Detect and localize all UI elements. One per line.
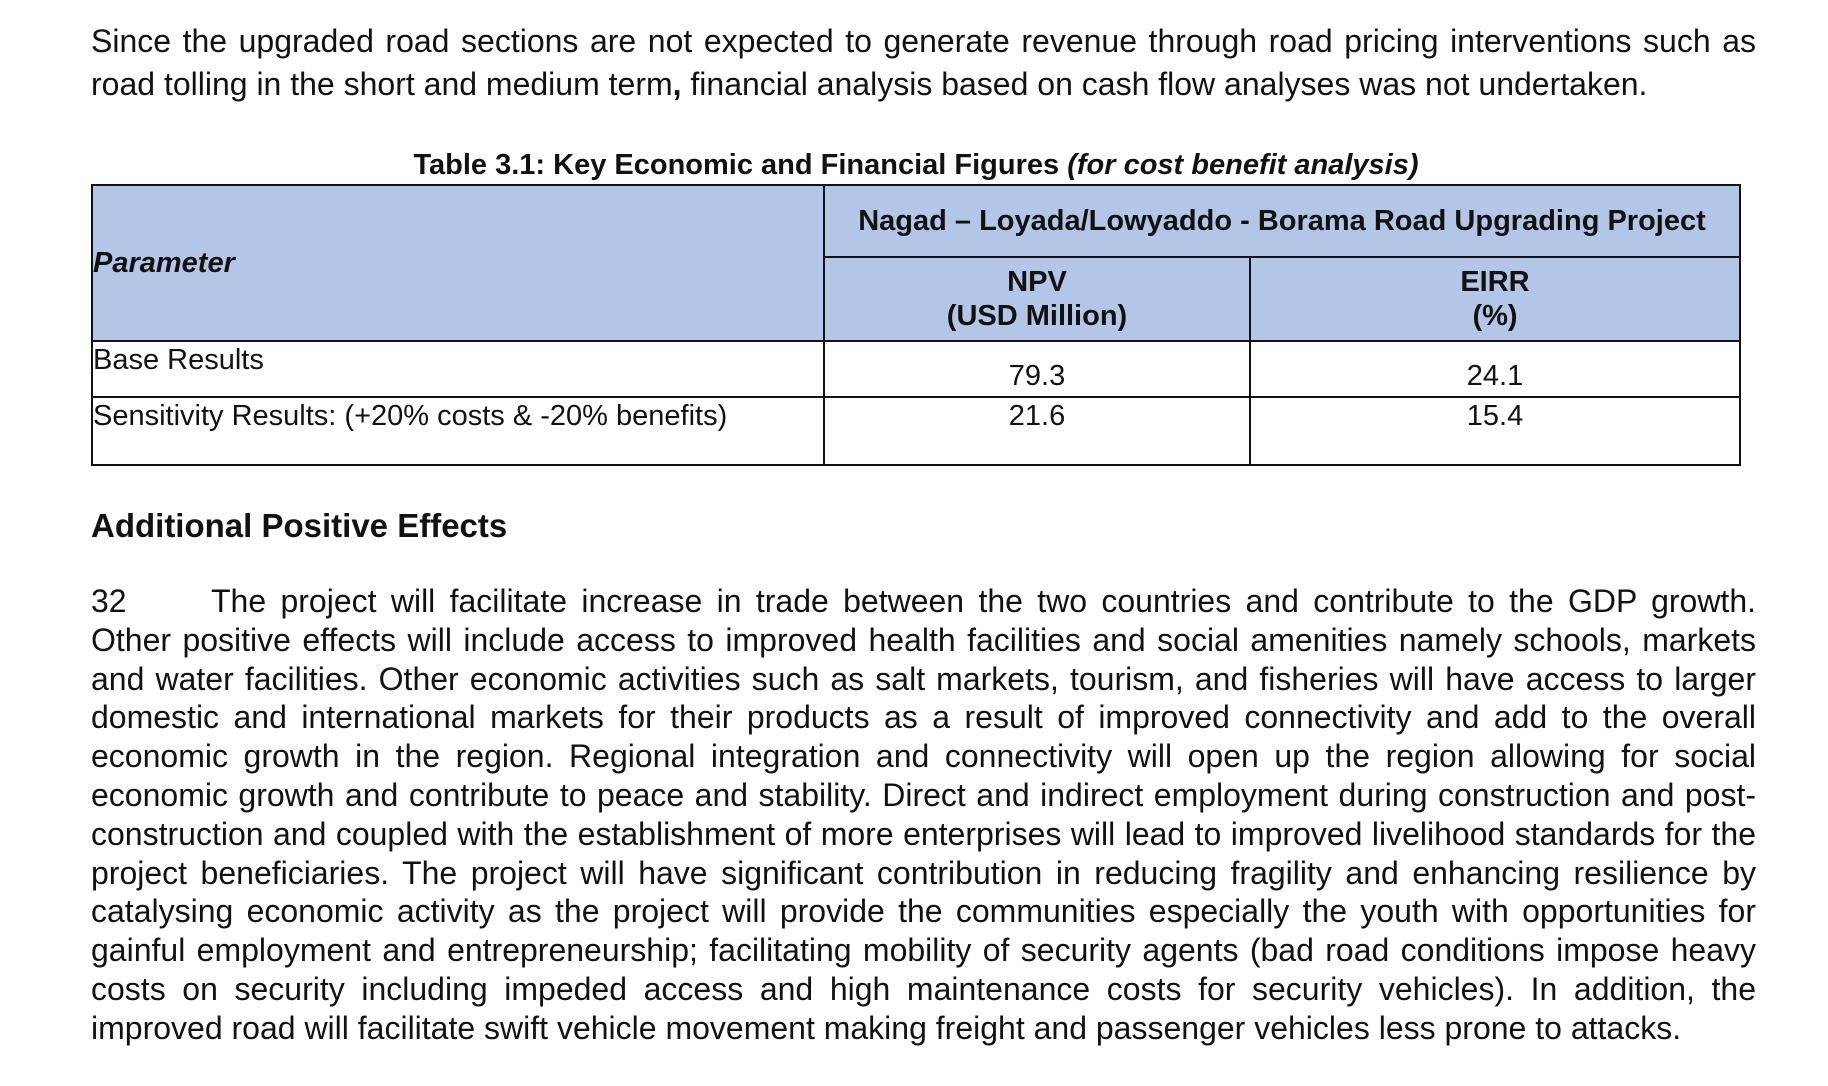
intro-paragraph: Since the upgraded road sections are not… <box>91 20 1756 106</box>
intro-bold-comma: , <box>672 66 682 102</box>
row-label: Sensitivity Results: (+20% costs & -20% … <box>91 396 825 466</box>
header-parameter: Parameter <box>91 184 825 342</box>
eirr-value: 24.1 <box>1249 340 1741 398</box>
table-caption-title: Table 3.1: Key Economic and Financial Fi… <box>413 149 1068 181</box>
intro-text-part1: Since the upgraded road sections are not… <box>91 23 1756 102</box>
section-heading: Additional Positive Effects <box>91 507 508 544</box>
table-subheader-row: NPV (USD Million) EIRR (%) <box>92 256 1741 342</box>
header-project: Nagad – Loyada/Lowyaddo - Borama Road Up… <box>823 184 1741 258</box>
row-label: Base Results <box>91 340 825 398</box>
key-figures-table: Parameter Nagad – Loyada/Lowyaddo - Bora… <box>91 184 1741 466</box>
document-page: Since the upgraded road sections are not… <box>91 20 1756 1080</box>
header-eirr: EIRR (%) <box>1249 256 1741 342</box>
intro-text-part2: financial analysis based on cash flow an… <box>681 66 1648 102</box>
eirr-value: 15.4 <box>1249 396 1741 466</box>
header-eirr-line2: (%) <box>1472 300 1518 332</box>
header-npv-line1: NPV <box>1007 266 1067 298</box>
header-npv: NPV (USD Million) <box>823 256 1251 342</box>
paragraph-text: The project will facilitate increase in … <box>91 583 1756 1046</box>
table-row: Sensitivity Results: (+20% costs & -20% … <box>91 396 1741 466</box>
header-npv-line2: (USD Million) <box>946 300 1128 332</box>
table-caption: Table 3.1: Key Economic and Financial Fi… <box>91 148 1741 182</box>
table-caption-subtitle: (for cost benefit analysis) <box>1067 149 1419 181</box>
header-eirr-line1: EIRR <box>1460 266 1530 298</box>
table-header-row: Parameter Nagad – Loyada/Lowyaddo - Bora… <box>91 184 1741 342</box>
npv-value: 21.6 <box>823 396 1251 466</box>
npv-value: 79.3 <box>823 340 1251 398</box>
paragraph-number: 32 <box>91 583 127 619</box>
numbered-paragraph: 32 The project will facilitate increase i… <box>91 582 1756 1048</box>
table-row: Base Results 79.3 24.1 <box>91 340 1741 398</box>
